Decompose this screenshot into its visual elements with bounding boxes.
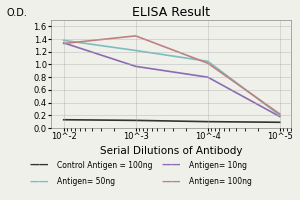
Antigen= 50ng <box>278 114 282 116</box>
Text: Control Antigen = 100ng: Control Antigen = 100ng <box>57 160 152 170</box>
Title: ELISA Result: ELISA Result <box>132 6 210 19</box>
Antigen= 50ng <box>134 49 137 52</box>
Antigen= 100ng <box>278 113 282 115</box>
Text: Antigen= 10ng: Antigen= 10ng <box>189 160 247 170</box>
Control Antigen = 100ng <box>206 120 210 123</box>
Antigen= 10ng <box>62 42 65 44</box>
Text: ——: —— <box>30 160 50 170</box>
Text: Antigen= 100ng: Antigen= 100ng <box>189 178 252 186</box>
Line: Antigen= 50ng: Antigen= 50ng <box>64 40 280 115</box>
Antigen= 50ng <box>62 39 65 42</box>
Antigen= 100ng <box>134 35 137 37</box>
Control Antigen = 100ng <box>278 121 282 123</box>
Text: Antigen= 50ng: Antigen= 50ng <box>57 178 115 186</box>
Antigen= 10ng <box>278 115 282 118</box>
Text: Serial Dilutions of Antibody: Serial Dilutions of Antibody <box>100 146 242 156</box>
Text: ——: —— <box>162 177 182 187</box>
Text: ——: —— <box>162 160 182 170</box>
Text: ——: —— <box>30 177 50 187</box>
Antigen= 50ng <box>206 60 210 62</box>
Antigen= 10ng <box>134 65 137 68</box>
Antigen= 100ng <box>206 62 210 64</box>
Control Antigen = 100ng <box>62 119 65 121</box>
Line: Antigen= 10ng: Antigen= 10ng <box>64 43 280 117</box>
Control Antigen = 100ng <box>134 119 137 122</box>
Y-axis label: O.D.: O.D. <box>7 8 28 18</box>
Antigen= 100ng <box>62 42 65 45</box>
Line: Control Antigen = 100ng: Control Antigen = 100ng <box>64 120 280 122</box>
Antigen= 10ng <box>206 76 210 78</box>
Line: Antigen= 100ng: Antigen= 100ng <box>64 36 280 114</box>
